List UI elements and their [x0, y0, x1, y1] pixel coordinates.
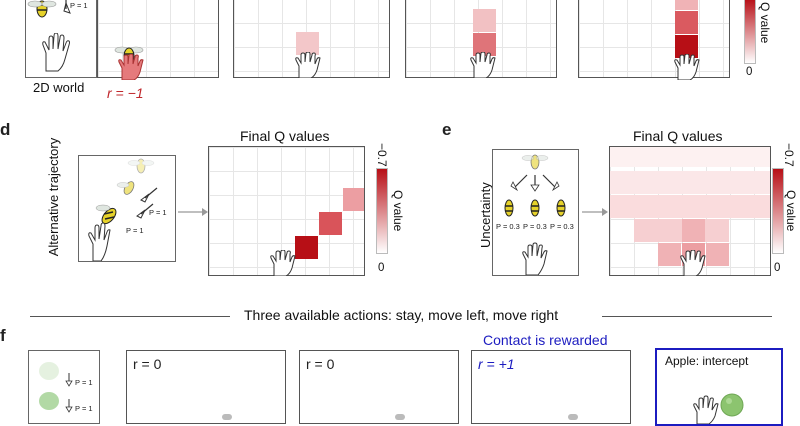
contact-text: Contact is rewarded — [483, 332, 608, 348]
colorbar-zero-label: 0 — [746, 66, 753, 78]
apple-shadow — [395, 414, 405, 420]
panel-d-title: Final Q values — [240, 128, 329, 144]
prob-label: P = 0.3 — [550, 222, 574, 231]
q-cell — [658, 243, 681, 266]
colorbar-bottom-label: 0 — [774, 262, 781, 274]
panel-d-grid — [208, 146, 365, 276]
colorbar-top-label: −0.7 — [375, 143, 389, 167]
panel-e-world: P = 0.3 P = 0.3 P = 0.3 — [492, 149, 579, 276]
q-cell — [634, 219, 729, 242]
q-cell — [296, 32, 319, 55]
colorbar-top-label: −0.7 — [782, 143, 796, 167]
top-grid-1 — [97, 0, 219, 78]
panel-d-colorbar — [376, 168, 388, 254]
divider-line-right — [602, 316, 772, 317]
divider-line-left — [30, 316, 230, 317]
q-cell — [675, 11, 698, 34]
prob-label: P = 0.3 — [523, 222, 547, 231]
wasps-icon — [504, 154, 566, 275]
reward-label: r = 0 — [306, 356, 335, 372]
hand-icon — [470, 52, 496, 78]
panel-e-colorbar — [772, 168, 784, 254]
panel-letter-d: d — [0, 120, 11, 139]
top-grid-4 — [578, 0, 730, 78]
prob-label: P = 1 — [126, 226, 144, 235]
wasp-icon — [27, 0, 71, 18]
panel-d-side-label: Alternative trajectory — [46, 137, 61, 257]
q-cell — [675, 35, 698, 58]
panel-f-grid-2 — [299, 350, 459, 424]
arrow-right-icon — [178, 208, 208, 216]
q-cell — [706, 243, 729, 266]
q-cell — [343, 188, 364, 211]
reward-label: r = +1 — [478, 356, 515, 372]
stung-hand-icon — [118, 54, 144, 80]
q-cell — [675, 0, 698, 10]
arrow-right-icon — [582, 208, 608, 216]
panel-e-title-text: Final Q values — [633, 128, 723, 144]
colorbar-axis-label: Q value — [391, 190, 405, 232]
prob-label: P = 0.3 — [496, 222, 520, 231]
prob-label: P = 1 — [70, 1, 88, 10]
apple-intercept-box: Apple: intercept — [655, 348, 783, 426]
apple-hand-icon — [693, 393, 744, 424]
panel-f-world: P = 1 P = 1 — [28, 350, 100, 424]
reward-label: r = 0 — [133, 356, 162, 372]
reward-label: r = −1 — [107, 85, 144, 101]
top-colorbar — [744, 0, 756, 64]
q-cell — [610, 147, 770, 167]
world-label: 2D world — [33, 80, 85, 95]
q-cell — [610, 195, 770, 218]
q-cell — [473, 33, 496, 56]
panel-e-side-label: Uncertainty — [478, 182, 493, 248]
colorbar-axis-label: Q value — [758, 2, 772, 44]
hand-icon — [680, 250, 706, 276]
prob-label: P = 1 — [149, 208, 167, 217]
hand-icon — [42, 33, 70, 72]
panel-f-grid-3 — [471, 350, 631, 424]
panel-letter-e: e — [442, 120, 452, 139]
apple-label: Apple: intercept — [665, 354, 749, 368]
colorbar-axis-label: Q value — [784, 190, 798, 232]
hand-icon — [270, 250, 296, 276]
panel-d-world: P = 1 P = 1 — [78, 155, 176, 262]
panel-letter-f: f — [0, 326, 6, 345]
prob-label: P = 1 — [75, 404, 93, 413]
q-cell — [473, 9, 496, 32]
apple-shadow — [568, 414, 578, 420]
q-cell — [610, 171, 770, 194]
q-cell — [319, 212, 342, 235]
apple-shadow — [222, 414, 232, 420]
apple-icon — [39, 362, 73, 413]
divider-text: Three available actions: stay, move left… — [244, 307, 559, 323]
hand-icon — [674, 54, 700, 80]
q-cell — [682, 219, 705, 242]
panel-d-title-text: Final Q values — [240, 128, 330, 144]
colorbar-bottom-label: 0 — [378, 262, 385, 274]
panel-e-title: Final Q values — [633, 128, 722, 144]
hand-icon — [295, 52, 321, 78]
wasp-trajectory-icon — [88, 158, 158, 261]
q-cell — [295, 236, 318, 259]
panel-f-grid-1 — [126, 350, 286, 424]
prob-label: P = 1 — [75, 378, 93, 387]
world-panel: P = 1 — [25, 0, 97, 78]
